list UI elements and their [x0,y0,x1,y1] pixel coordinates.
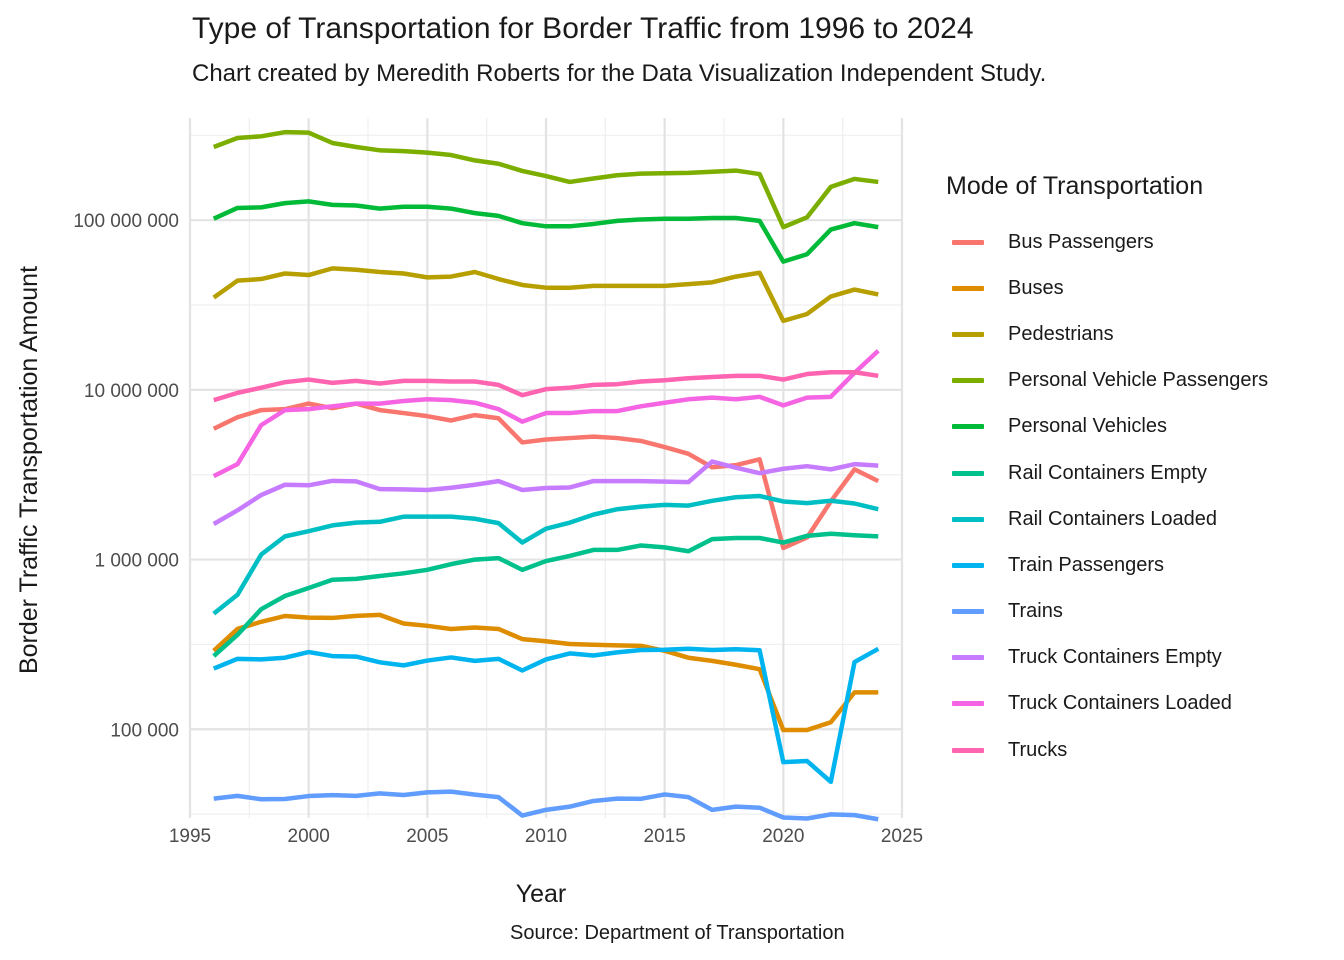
series-line-truck-containers-loaded [212,349,880,479]
legend-label: Buses [1008,276,1064,299]
series-line-trucks [213,370,879,403]
legend-key-rail-containers-empty [952,470,984,476]
legend-item-truck-containers-empty: Truck Containers Empty [946,635,1268,681]
legend-label: Truck Containers Empty [1008,646,1222,669]
legend-item-trains: Trains [946,589,1268,635]
series-line-rail-containers-empty [212,531,879,658]
x-tick-label: 2010 [525,826,567,847]
chart-title: Type of Transportation for Border Traffi… [192,12,974,45]
legend-key-pedestrians [952,331,984,337]
legend-key-truck-containers-empty [952,655,984,661]
legend-item-trucks: Trucks [946,727,1268,773]
chart-subtitle: Chart created by Meredith Roberts for th… [192,60,1047,87]
legend-item-bus-passengers: Bus Passengers [946,219,1268,265]
series-line-trains [213,789,879,822]
legend-label: Bus Passengers [1008,230,1154,253]
legend: Mode of Transportation Bus Passengers Bus… [946,172,1268,773]
legend-item-buses: Buses [946,265,1268,311]
legend-key-personal-vehicles [952,424,984,430]
series-line-personal-vehicle-passengers [212,129,879,230]
legend-label: Train Passengers [1008,553,1164,576]
legend-key-trucks [952,747,984,753]
x-tick-label: 2000 [288,826,330,847]
legend-item-train-passengers: Train Passengers [946,542,1268,588]
legend-label: Rail Containers Empty [1008,461,1207,484]
legend-title: Mode of Transportation [946,172,1204,200]
legend-label: Personal Vehicle Passengers [1008,369,1269,392]
legend-label: Trucks [1008,738,1068,761]
legend-key-personal-vehicle-passengers [952,378,984,384]
legend-item-truck-containers-loaded: Truck Containers Loaded [946,681,1268,727]
y-axis-title: Border Traffic Transportation Amount [15,266,43,674]
x-tick-label: 2025 [881,826,923,847]
legend-key-train-passengers [952,562,984,568]
legend-item-rail-containers-loaded: Rail Containers Loaded [946,496,1268,542]
legend-items: Bus Passengers Buses Pedestrians Personal V… [946,219,1268,773]
y-tick-label: 100 000 000 [73,211,179,232]
chart-caption: Source: Department of Transportation [510,922,845,944]
y-tick-label: 10 000 000 [84,381,179,402]
x-tick-label: 2005 [406,826,448,847]
legend-key-trains [952,609,984,615]
x-axis-title: Year [516,880,567,908]
legend-label: Pedestrians [1008,322,1114,345]
series-line-rail-containers-loaded [212,493,879,616]
legend-key-buses [952,285,984,291]
series-line-truck-containers-empty [212,459,879,526]
legend-key-bus-passengers [952,239,984,245]
legend-key-rail-containers-loaded [952,516,984,522]
x-tick-label: 1995 [169,826,211,847]
legend-label: Trains [1008,600,1063,623]
legend-key-truck-containers-loaded [952,701,984,707]
legend-label: Truck Containers Loaded [1008,692,1232,715]
series-line-train-passengers [212,646,880,785]
legend-item-personal-vehicle-passengers: Personal Vehicle Passengers [946,358,1268,404]
legend-label: Rail Containers Loaded [1008,507,1218,530]
y-tick-label: 1 000 000 [94,551,179,572]
series-line-pedestrians [212,266,879,324]
y-tick-label: 100 000 [110,720,179,741]
x-tick-label: 2020 [762,826,804,847]
legend-item-rail-containers-empty: Rail Containers Empty [946,450,1268,496]
x-tick-label: 2015 [644,826,686,847]
legend-item-personal-vehicles: Personal Vehicles [946,404,1268,450]
series-line-personal-vehicles [212,199,879,264]
legend-item-pedestrians: Pedestrians [946,311,1268,357]
legend-label: Personal Vehicles [1008,415,1167,438]
